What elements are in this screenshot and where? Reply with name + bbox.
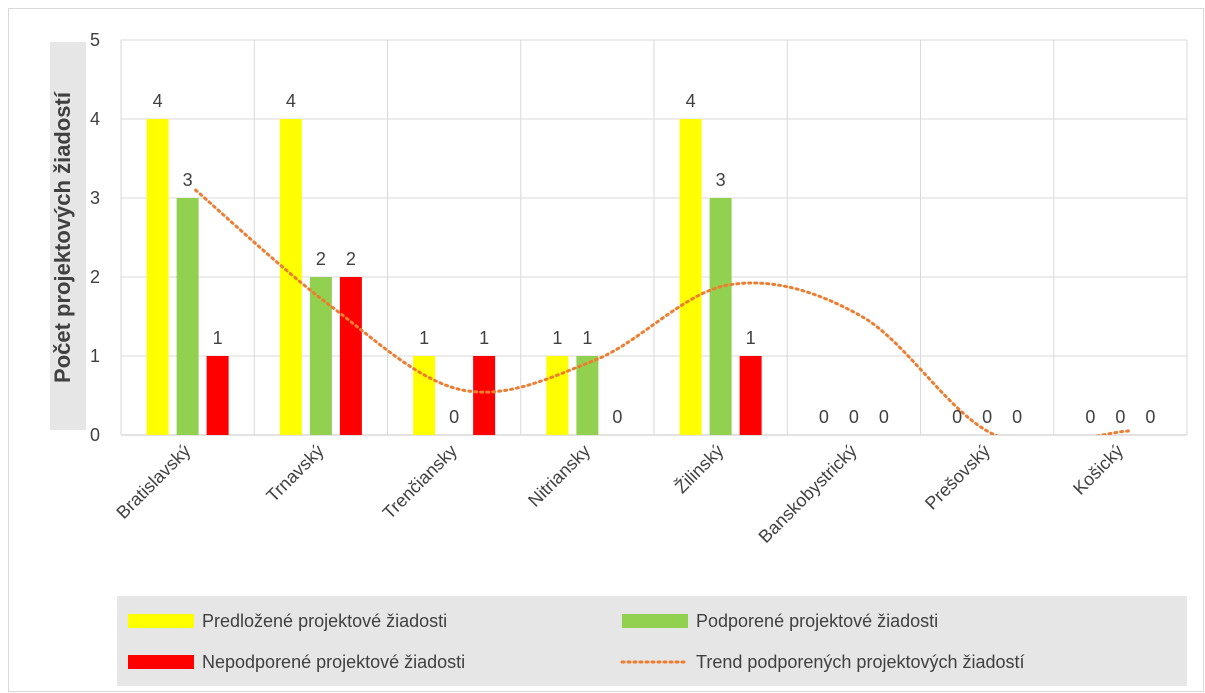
data-label: 1 [213, 328, 223, 348]
bar [339, 277, 362, 435]
data-label: 3 [716, 170, 726, 190]
x-tick-label: Trenčiansky [379, 441, 461, 523]
x-tick-label: Nitriansky [524, 441, 594, 511]
data-label: 0 [819, 407, 829, 427]
data-label: 0 [1085, 407, 1095, 427]
y-axis-title-background [50, 42, 86, 430]
bar [473, 356, 496, 435]
data-label: 3 [183, 170, 193, 190]
data-label: 4 [286, 91, 296, 111]
x-tick-label: Banskobystrický [755, 441, 861, 547]
data-label: 0 [982, 407, 992, 427]
legend-label: Trend podporených projektových žiadostí [696, 652, 1025, 672]
data-label: 0 [952, 407, 962, 427]
data-label: 1 [552, 328, 562, 348]
data-label: 1 [582, 328, 592, 348]
bar [176, 198, 199, 435]
bar [576, 356, 599, 435]
bar [279, 119, 302, 435]
data-label: 0 [849, 407, 859, 427]
bar [309, 277, 332, 435]
bar [146, 119, 169, 435]
y-tick-label: 1 [90, 346, 100, 366]
legend-label: Predložené projektové žiadosti [202, 611, 447, 631]
data-label: 2 [346, 249, 356, 269]
y-tick-label: 0 [90, 425, 100, 445]
trendline [194, 188, 1130, 435]
legend-background [117, 596, 1187, 686]
x-tick-label: Trnavský [262, 441, 327, 506]
data-label: 4 [153, 91, 163, 111]
data-label: 0 [1115, 407, 1125, 427]
y-tick-label: 5 [90, 30, 100, 50]
legend-label: Podporené projektové žiadosti [696, 611, 938, 631]
bar [709, 198, 732, 435]
data-label: 0 [879, 407, 889, 427]
bar [679, 119, 702, 435]
legend-swatch [622, 614, 688, 628]
y-axis-title: Počet projektových žiadostí [50, 91, 75, 383]
bar [546, 356, 569, 435]
y-tick-label: 4 [90, 109, 100, 129]
legend: Predložené projektové žiadosti Podporené … [128, 611, 1025, 672]
data-label: 1 [746, 328, 756, 348]
data-label: 1 [479, 328, 489, 348]
data-label: 0 [1145, 407, 1155, 427]
x-tick-label: Prešovský [921, 441, 994, 514]
bar [739, 356, 762, 435]
y-tick-label: 3 [90, 188, 100, 208]
legend-label: Nepodporené projektové žiadosti [202, 652, 465, 672]
data-label: 0 [1012, 407, 1022, 427]
trendline-path [194, 188, 1130, 435]
data-label: 0 [612, 407, 622, 427]
axes: 0 1 2 3 4 5 Počet projektových žiadostí Bratisl… [50, 30, 1187, 547]
legend-swatch [128, 655, 194, 669]
x-tick-label: Bratislavský [112, 441, 194, 523]
bar [206, 356, 229, 435]
bar [413, 356, 436, 435]
x-tick-label: Žilinský [671, 441, 728, 498]
y-tick-label: 2 [90, 267, 100, 287]
legend-swatch [128, 614, 194, 628]
data-label: 4 [686, 91, 696, 111]
data-label: 0 [449, 407, 459, 427]
x-tick-label: Košický [1069, 441, 1127, 499]
data-label: 2 [316, 249, 326, 269]
data-label: 1 [419, 328, 429, 348]
chart-frame [8, 8, 1204, 692]
